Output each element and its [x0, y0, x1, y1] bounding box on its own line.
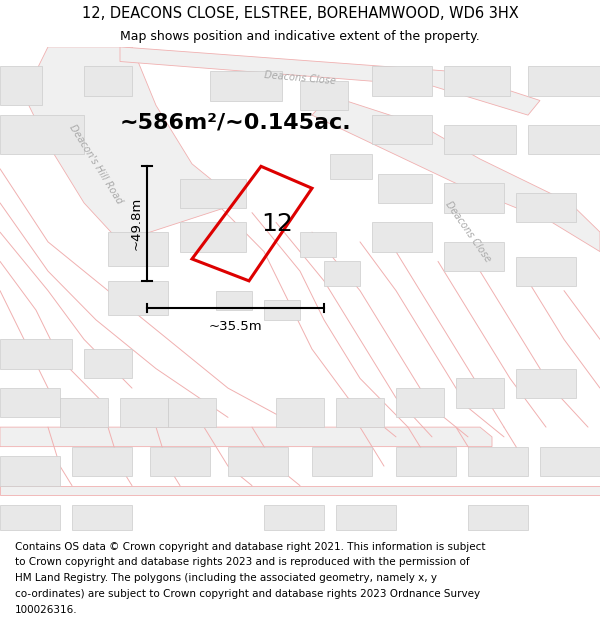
- Text: 12, DEACONS CLOSE, ELSTREE, BOREHAMWOOD, WD6 3HX: 12, DEACONS CLOSE, ELSTREE, BOREHAMWOOD,…: [82, 6, 518, 21]
- Polygon shape: [312, 447, 372, 476]
- Polygon shape: [540, 447, 600, 476]
- Polygon shape: [0, 339, 72, 369]
- Polygon shape: [468, 505, 528, 529]
- Polygon shape: [396, 388, 444, 418]
- Polygon shape: [516, 369, 576, 398]
- Polygon shape: [372, 115, 432, 144]
- Text: Contains OS data © Crown copyright and database right 2021. This information is : Contains OS data © Crown copyright and d…: [15, 542, 485, 552]
- Polygon shape: [0, 505, 60, 529]
- Polygon shape: [336, 398, 384, 427]
- Polygon shape: [0, 115, 84, 154]
- Text: 100026316.: 100026316.: [15, 605, 77, 615]
- Polygon shape: [0, 456, 60, 486]
- Polygon shape: [372, 222, 432, 252]
- Polygon shape: [228, 447, 288, 476]
- Polygon shape: [150, 447, 210, 476]
- Polygon shape: [378, 174, 432, 203]
- Polygon shape: [0, 427, 492, 447]
- Text: ~35.5m: ~35.5m: [209, 320, 262, 332]
- Polygon shape: [0, 388, 60, 418]
- Polygon shape: [444, 66, 510, 96]
- Polygon shape: [0, 486, 600, 496]
- Polygon shape: [120, 47, 540, 115]
- Polygon shape: [276, 398, 324, 427]
- Polygon shape: [372, 66, 432, 96]
- Polygon shape: [312, 96, 600, 252]
- Polygon shape: [300, 232, 336, 256]
- Polygon shape: [528, 66, 600, 96]
- Polygon shape: [300, 81, 348, 110]
- Polygon shape: [468, 447, 528, 476]
- Polygon shape: [60, 398, 108, 427]
- Text: Deacon's Hill Road: Deacon's Hill Road: [67, 122, 125, 206]
- Polygon shape: [216, 291, 252, 310]
- Text: co-ordinates) are subject to Crown copyright and database rights 2023 Ordnance S: co-ordinates) are subject to Crown copyr…: [15, 589, 480, 599]
- Text: Deacons Close: Deacons Close: [443, 200, 493, 264]
- Polygon shape: [120, 398, 168, 427]
- Polygon shape: [444, 183, 504, 213]
- Text: HM Land Registry. The polygons (including the associated geometry, namely x, y: HM Land Registry. The polygons (includin…: [15, 573, 437, 583]
- Text: ~586m²/~0.145ac.: ~586m²/~0.145ac.: [120, 112, 352, 132]
- Polygon shape: [264, 301, 300, 320]
- Polygon shape: [168, 398, 216, 427]
- Polygon shape: [456, 378, 504, 408]
- Text: ~49.8m: ~49.8m: [130, 197, 143, 250]
- Polygon shape: [0, 66, 42, 106]
- Text: Map shows position and indicative extent of the property.: Map shows position and indicative extent…: [120, 30, 480, 43]
- Polygon shape: [180, 222, 246, 252]
- Polygon shape: [210, 71, 282, 101]
- Text: Deacons Close: Deacons Close: [264, 71, 336, 87]
- Text: 12: 12: [262, 212, 293, 236]
- Polygon shape: [108, 281, 168, 315]
- Polygon shape: [264, 505, 324, 529]
- Polygon shape: [324, 261, 360, 286]
- Polygon shape: [72, 505, 132, 529]
- Polygon shape: [72, 447, 132, 476]
- Polygon shape: [84, 66, 132, 96]
- Polygon shape: [108, 232, 168, 266]
- Polygon shape: [444, 242, 504, 271]
- Polygon shape: [180, 179, 246, 208]
- Polygon shape: [330, 154, 372, 179]
- Polygon shape: [24, 47, 240, 242]
- Polygon shape: [336, 505, 396, 529]
- Polygon shape: [528, 125, 600, 154]
- Polygon shape: [516, 193, 576, 222]
- Polygon shape: [396, 447, 456, 476]
- Polygon shape: [444, 125, 516, 154]
- Polygon shape: [516, 256, 576, 286]
- Polygon shape: [84, 349, 132, 378]
- Text: to Crown copyright and database rights 2023 and is reproduced with the permissio: to Crown copyright and database rights 2…: [15, 558, 470, 568]
